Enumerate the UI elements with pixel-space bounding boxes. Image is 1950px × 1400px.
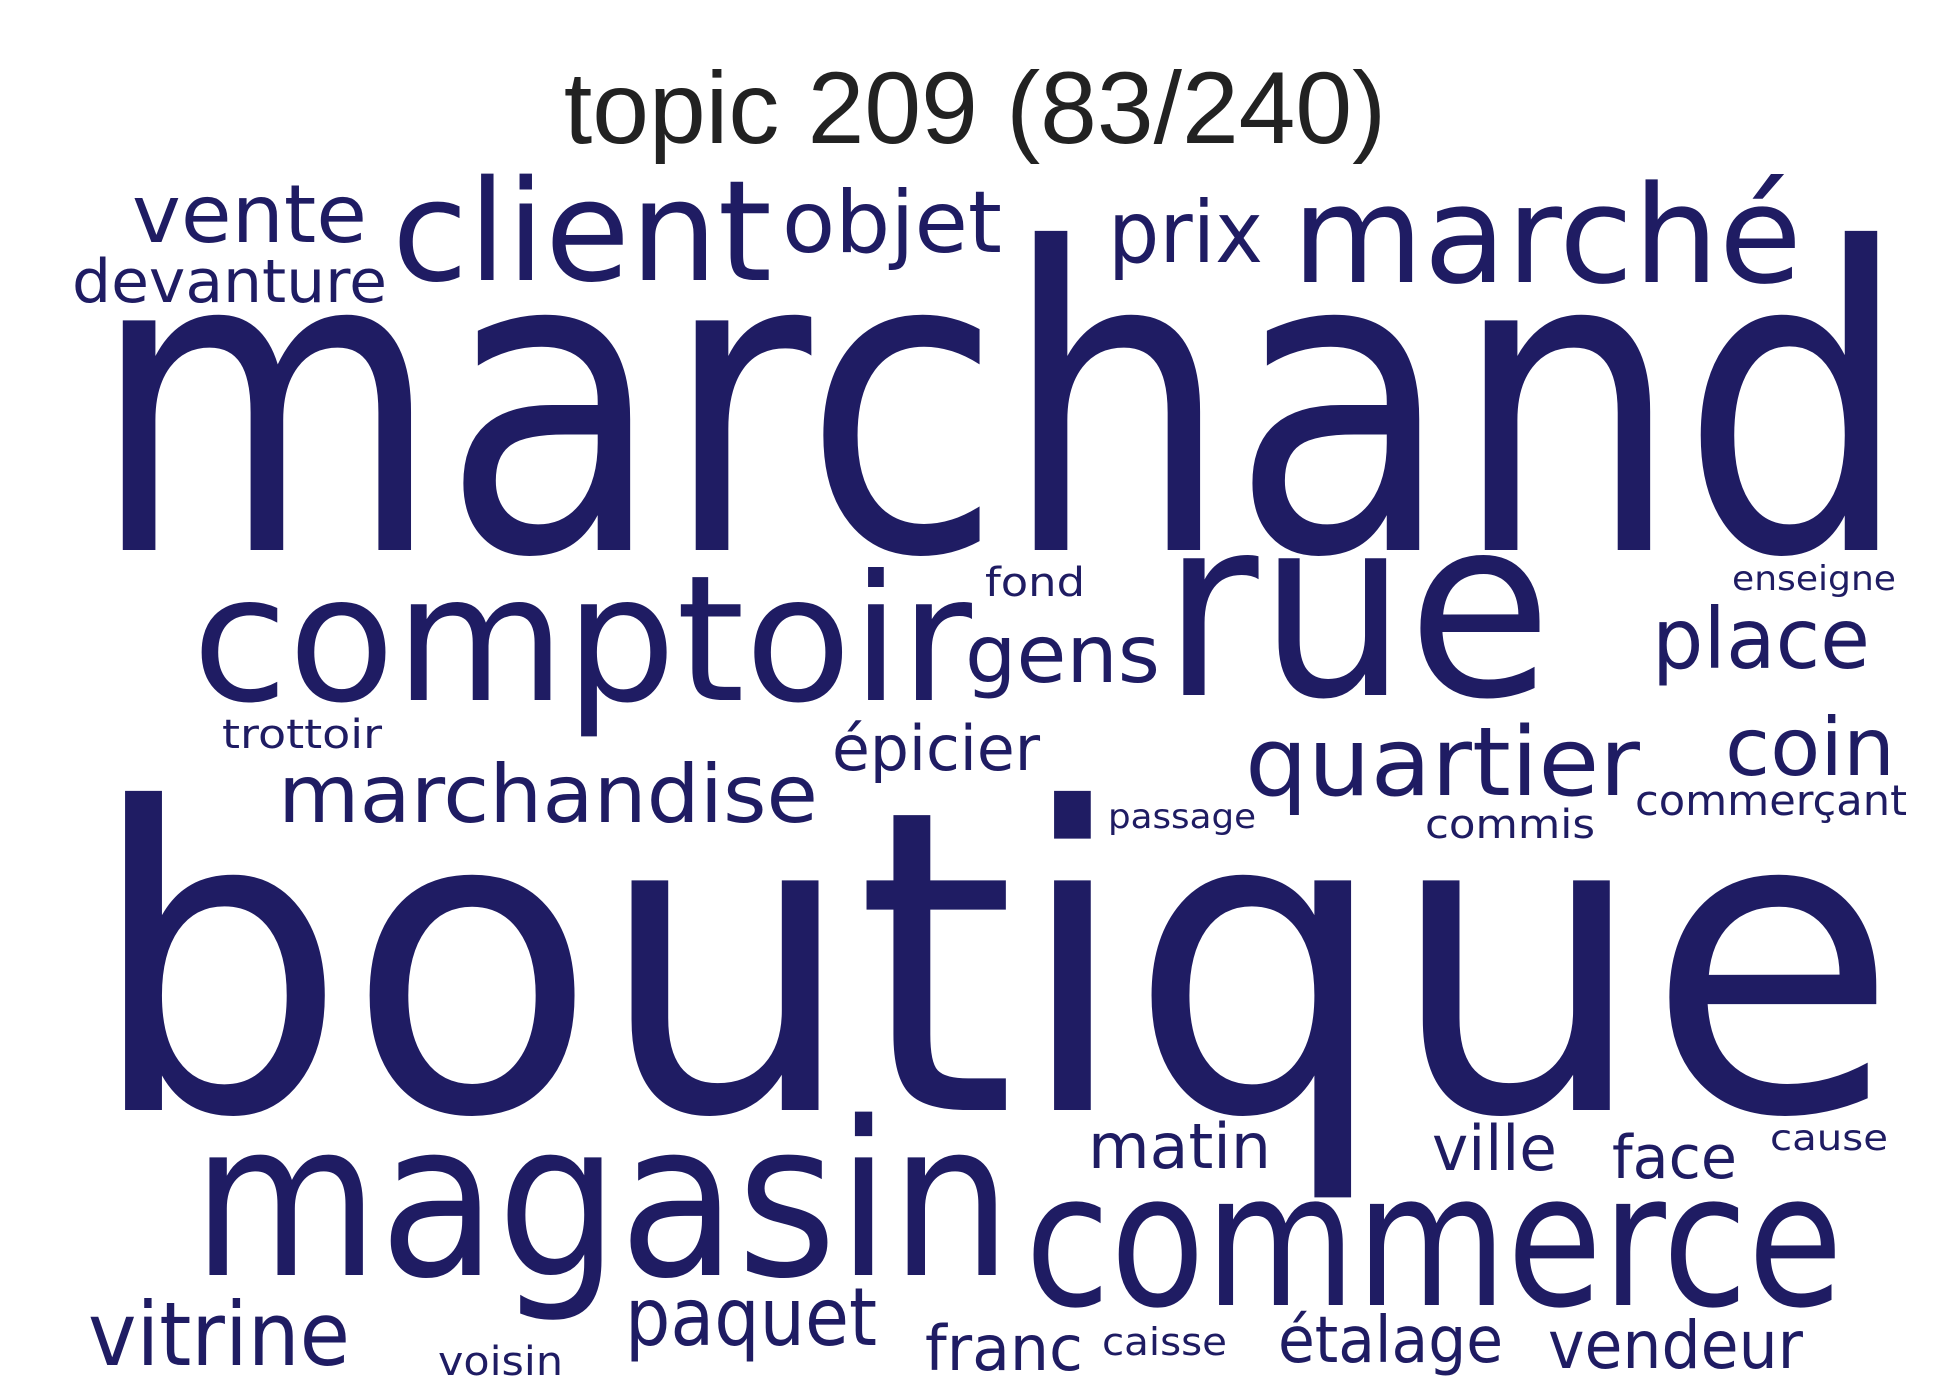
word-vitrine: vitrine	[88, 1283, 350, 1386]
word-boutique: boutique	[88, 721, 1898, 1210]
word-epicier: épicier	[832, 712, 1040, 785]
word-rue: rue	[1162, 463, 1552, 754]
word-marchandise: marchandise	[278, 748, 818, 841]
word-fond: fond	[985, 560, 1085, 606]
word-magasin: magasin	[192, 1075, 1012, 1326]
word-objet: objet	[782, 173, 1002, 273]
word-enseigne: enseigne	[1732, 559, 1896, 599]
word-marchand: marchand	[90, 161, 1910, 650]
word-place: place	[1652, 590, 1870, 688]
word-franc: franc	[925, 1312, 1083, 1385]
chart-title: topic 209 (83/240)	[563, 51, 1387, 165]
word-caisse: caisse	[1102, 1320, 1227, 1364]
word-vente: vente	[132, 168, 367, 261]
word-client: client	[392, 151, 772, 314]
word-devanture: devanture	[72, 247, 387, 317]
word-matin: matin	[1088, 1110, 1271, 1183]
word-etalage: étalage	[1278, 1304, 1503, 1378]
word-ville: ville	[1432, 1112, 1557, 1185]
word-comptoir: comptoir	[192, 539, 972, 742]
word-trottoir: trottoir	[222, 712, 383, 758]
word-commerce: commerce	[1025, 1133, 1843, 1349]
word-cause: cause	[1770, 1118, 1888, 1159]
word-passage: passage	[1108, 797, 1256, 837]
word-commercant: commerçant	[1635, 776, 1907, 825]
word-prix: prix	[1108, 183, 1263, 283]
word-marche: marché	[1292, 157, 1802, 314]
word-coin: coin	[1725, 701, 1895, 794]
word-voisin: voisin	[438, 1339, 563, 1385]
word-paquet: paquet	[625, 1271, 877, 1364]
word-vendeur: vendeur	[1548, 1307, 1804, 1384]
word-face: face	[1612, 1123, 1737, 1193]
word-commis: commis	[1425, 802, 1595, 848]
word-gens: gens	[965, 608, 1160, 701]
word-quartier: quartier	[1245, 708, 1641, 818]
